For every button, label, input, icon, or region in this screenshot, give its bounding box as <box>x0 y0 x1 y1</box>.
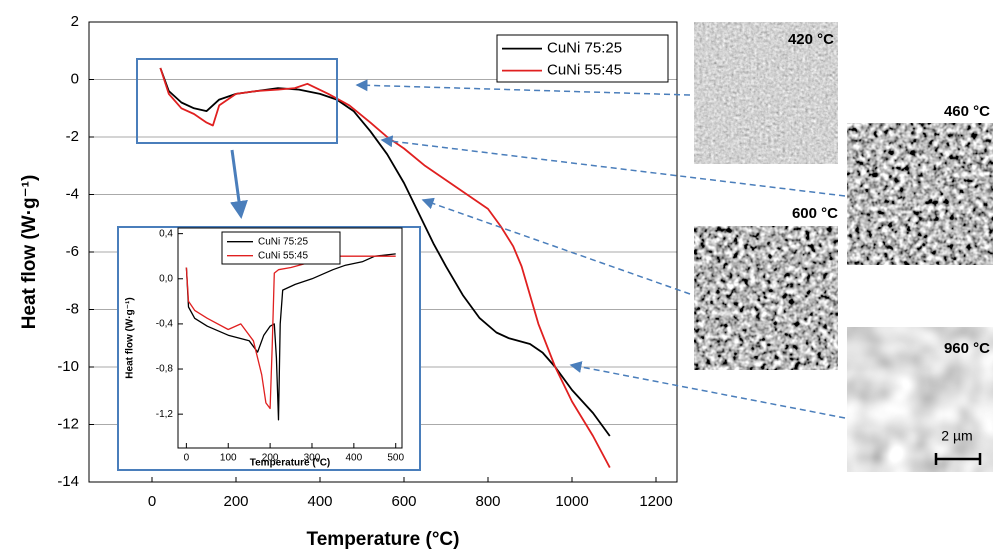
y-tick-label: -2 <box>66 128 79 145</box>
y-tick-label: 2 <box>71 13 79 30</box>
micrograph-image <box>694 226 838 370</box>
y-tick-label: -8 <box>66 300 79 317</box>
pointer-arrow <box>421 197 691 295</box>
y-tick-label: 0,0 <box>159 273 173 284</box>
pointer-arrow <box>569 361 846 419</box>
x-axis-title: Temperature (°C) <box>307 529 460 550</box>
y-tick-label: 0,4 <box>159 228 173 239</box>
x-tick-label: 500 <box>387 453 404 464</box>
x-tick-label: 200 <box>223 493 248 510</box>
micrograph-label: 600 °C <box>792 205 838 222</box>
series-line <box>159 67 611 437</box>
inset-chart: -1,2 -0,8 -0,4 0,0 0,4 0 100 200 300 400 500 Temper… <box>125 227 404 469</box>
micrograph-label: 460 °C <box>944 103 990 120</box>
x-axis-title: Temperature (°C) <box>250 458 331 469</box>
plot-frame <box>177 227 403 449</box>
x-tick-label: 400 <box>346 453 363 464</box>
scale-bar-label: 2 µm <box>941 428 972 444</box>
plot-frame <box>88 21 678 483</box>
x-tick-label: 300 <box>304 453 321 464</box>
micrograph: 600 °C <box>694 205 838 370</box>
legend-label: CuNi 55:45 <box>547 62 622 79</box>
y-tick-label: 0 <box>71 70 79 87</box>
pointer-arrow <box>380 135 846 197</box>
legend-label: CuNi 75:25 <box>258 236 308 247</box>
x-tick-label: 1200 <box>639 493 672 510</box>
micrograph-image <box>847 327 993 472</box>
inset-frame <box>117 226 421 471</box>
y-axis-title: Heat flow (W·g⁻¹) <box>19 175 40 330</box>
x-tick-label: 400 <box>307 493 332 510</box>
micrograph: 960 °C 2 µm <box>847 327 993 472</box>
x-tick-label: 100 <box>220 453 237 464</box>
pointer-arrow <box>355 79 691 96</box>
legend-box <box>221 231 341 265</box>
micrograph-label: 420 °C <box>788 31 834 48</box>
y-tick-label: -14 <box>57 473 79 490</box>
y-tick-label: -10 <box>57 358 79 375</box>
y-tick-label: -12 <box>57 415 79 432</box>
micrograph-image <box>694 22 838 164</box>
y-tick-label: -0,4 <box>156 319 174 330</box>
series-line <box>159 67 611 469</box>
y-tick-label: -1,2 <box>156 409 174 420</box>
micrograph: 420 °C <box>694 22 838 164</box>
x-tick-label: 1000 <box>555 493 588 510</box>
x-tick-label: 800 <box>475 493 500 510</box>
y-tick-label: -6 <box>66 243 79 260</box>
legend-label: CuNi 75:25 <box>547 40 622 57</box>
series-line <box>185 253 396 421</box>
scale-bar <box>934 453 982 465</box>
y-tick-label: -4 <box>66 185 79 202</box>
micrograph: 460 °C <box>847 103 993 265</box>
x-tick-label: 0 <box>184 453 190 464</box>
x-tick-label: 600 <box>391 493 416 510</box>
micrograph-image <box>847 123 993 265</box>
x-tick-label: 200 <box>262 453 279 464</box>
zoom-region <box>136 58 338 144</box>
x-tick-label: 0 <box>148 493 156 510</box>
micrograph-label: 960 °C <box>944 340 990 357</box>
y-axis-title: Heat flow (W·g⁻¹) <box>125 297 136 378</box>
legend-box <box>496 34 669 83</box>
legend-label: CuNi 55:45 <box>258 250 308 261</box>
y-tick-label: -0,8 <box>156 364 174 375</box>
zoom-arrow <box>230 149 248 219</box>
